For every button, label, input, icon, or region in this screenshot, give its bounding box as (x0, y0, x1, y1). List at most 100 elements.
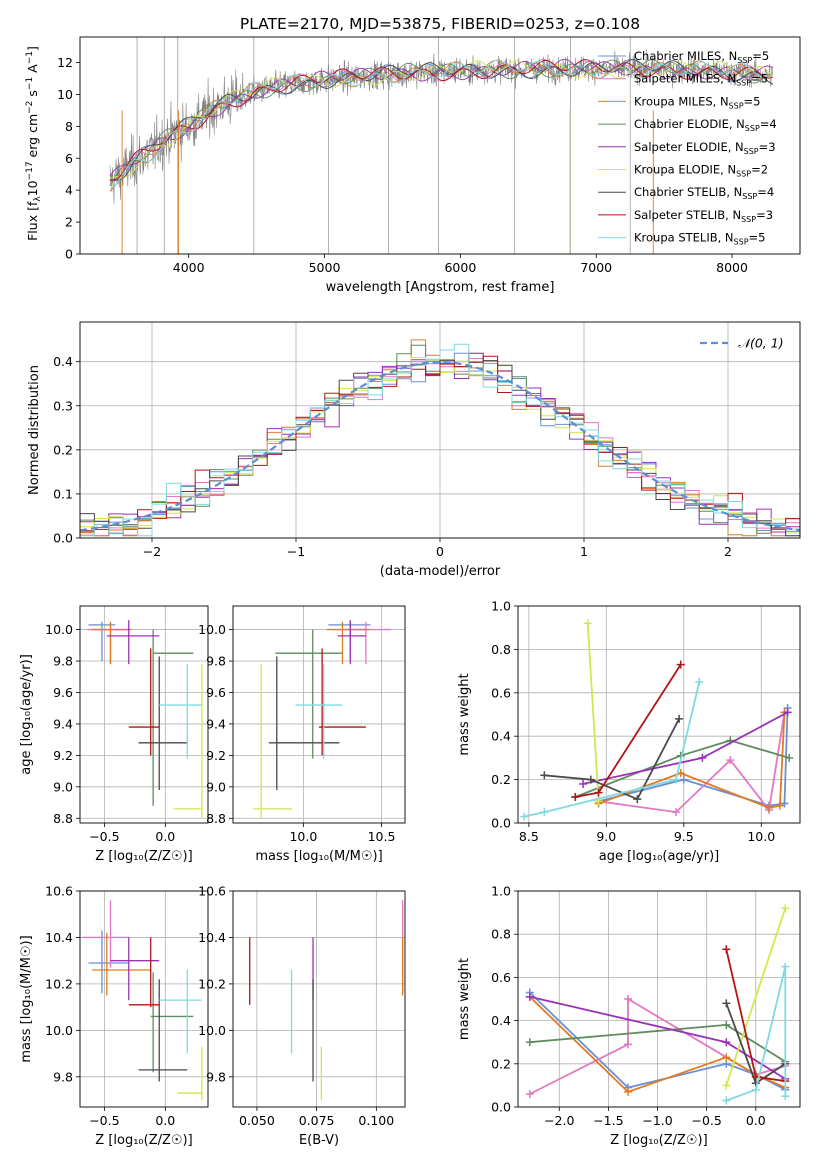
errorbar-point (319, 648, 366, 756)
model-series-line (109, 59, 774, 181)
plus-marker (722, 1081, 731, 1090)
y-tick-label: 0.8 (491, 927, 511, 942)
y-tick-label: 0.0 (491, 1100, 511, 1115)
y-tick-label: 10.0 (198, 1023, 226, 1038)
legend-entry-name: Chabrier STELIB, N (634, 185, 742, 199)
y-tick-label: 0.4 (53, 354, 73, 369)
legend-entry-sub: SSP (737, 56, 752, 65)
axes-frame (79, 321, 801, 539)
x-tick-label: 0.0 (746, 1113, 766, 1128)
y-axis-label-part: A (25, 64, 40, 77)
legend-entry: Kroupa ELODIE, NSSP=2 (634, 163, 768, 179)
x-tick-label: 6000 (444, 260, 476, 275)
x-tick-label: 10.5 (368, 829, 396, 844)
y-axis-label: mass weight (457, 673, 472, 755)
y-tick-label: 0.2 (53, 442, 73, 457)
age-vs-metallicity-panel: −0.5 0.0 8.8 9.0 9.2 9.4 9.6 9.8 10.0 Z [log₁₀(Z/… (19, 605, 209, 864)
y-axis-label-part: erg cm (25, 114, 40, 162)
mass-weight-vs-age-panel: 8.5 9.0 9.5 10.0 0.0 0.2 0.4 0.6 0.8 1.0 age [log₁… (457, 599, 801, 864)
errorbar-point (152, 629, 194, 806)
residuals-histogram-panel: −2 −1 0 1 2 0.0 0.1 0.2 0.3 0.4 (data-model)/error… (27, 321, 801, 579)
x-axis-label: wavelength [Angstrom, rest frame] (326, 280, 555, 295)
y-tick-label: 9.8 (206, 1069, 226, 1084)
plus-marker (726, 756, 735, 765)
y-tick-label: 2 (65, 215, 73, 230)
x-tick-label: −1.0 (642, 1113, 672, 1128)
y-tick-label: 9.8 (53, 654, 73, 669)
plus-marker (698, 753, 707, 762)
legend-entry-sub: SSP (745, 124, 760, 133)
y-tick-label: 10.6 (198, 884, 226, 899)
legend-entry-suffix: =5 (752, 49, 769, 63)
y-tick-label: 6 (65, 151, 73, 166)
y-tick-label: 0 (65, 247, 73, 262)
y-tick-label: 8 (65, 119, 73, 134)
x-tick-label: −1.5 (593, 1113, 623, 1128)
errorbar-point (173, 664, 203, 819)
axes-frame (79, 605, 209, 824)
plus-marker (775, 801, 784, 810)
y-tick-label: 9.0 (206, 779, 226, 794)
y-tick-label: 10.0 (45, 622, 73, 637)
plus-marker (679, 775, 688, 784)
plus-marker (722, 945, 731, 954)
mass-weight-vs-metallicity-panel: −2.0 −1.5 −1.0 −0.5 0.0 0.0 0.2 0.4 0.6 0.8 1.0 Z [… (457, 884, 801, 1148)
legend-entry-suffix: =2 (751, 163, 768, 177)
y-tick-label: 10.4 (198, 930, 226, 945)
plus-marker (594, 788, 603, 797)
y-tick-label: 0.2 (491, 1056, 511, 1071)
y-axis-label: Flux [fλ10−17 erg cm−2 s−1 A−1] (25, 46, 43, 241)
errorbar-point (159, 969, 202, 1054)
plus-marker (583, 619, 592, 628)
legend-entry: Salpeter ELODIE, NSSP=3 (634, 140, 776, 156)
y-tick-label: 10.0 (198, 622, 226, 637)
x-tick-label: 0.050 (239, 1113, 275, 1128)
x-axis-label: E(B-V) (299, 1133, 339, 1148)
weight-series-line (586, 623, 600, 802)
errorbar-point (92, 932, 151, 996)
axes-frame (232, 890, 406, 1108)
plus-marker (765, 803, 774, 812)
weight-series-line (574, 739, 790, 798)
y-axis-label-part: Flux [f (25, 201, 40, 241)
y-axis-label-part: −1 (25, 51, 35, 64)
errorbar-point (106, 620, 160, 665)
y-tick-label: 0.4 (491, 1013, 511, 1028)
plus-marker (722, 1020, 731, 1029)
mass-vs-metallicity-panel: −0.5 0.0 9.8 10.0 10.2 10.4 10.6 Z [log₁₀(Z/Z☉)… (19, 884, 209, 1148)
plus-marker (540, 808, 549, 817)
legend-entry-name: Kroupa STELIB, N (634, 231, 734, 245)
y-tick-label: 9.2 (206, 748, 226, 763)
legend-entry: Chabrier STELIB, NSSP=4 (634, 185, 774, 201)
legend-entry: Salpeter STELIB, NSSP=3 (634, 208, 773, 224)
errorbar-point (128, 648, 160, 756)
legend-entry-name: Kroupa MILES, N (634, 94, 729, 108)
plus-marker (571, 792, 580, 801)
legend-entry-sub: SSP (736, 79, 751, 88)
x-tick-label: 10.0 (747, 829, 775, 844)
weight-series-line (524, 681, 701, 818)
y-axis-label: Normed distribution (27, 365, 42, 495)
y-axis-label-part: −17 (25, 161, 35, 180)
y-tick-label: 9.8 (53, 1069, 73, 1084)
y-tick-label: 1.0 (491, 884, 511, 899)
y-tick-label: 9.6 (53, 685, 73, 700)
x-tick-label: 4000 (173, 260, 205, 275)
legend-entry-suffix: =3 (756, 208, 773, 222)
legend-entry-sub: SSP (736, 170, 751, 179)
y-tick-label: 0.1 (53, 486, 73, 501)
x-axis-label: Z [log₁₀(Z/Z☉)] (610, 1133, 707, 1148)
x-tick-label: 5000 (309, 260, 341, 275)
x-axis-label: Z [log₁₀(Z/Z☉)] (95, 1133, 192, 1148)
legend-entry-name: Salpeter STELIB, N (634, 208, 741, 222)
errorbar-point (275, 629, 343, 759)
y-tick-label: 10.2 (198, 976, 226, 991)
errorbar-point (159, 664, 202, 759)
axes-frame (79, 890, 209, 1108)
axes-frame (517, 605, 801, 824)
y-tick-label: 0.8 (491, 642, 511, 657)
x-tick-label: 9.0 (596, 829, 616, 844)
errorbar-point (92, 621, 132, 665)
model-series-line (109, 60, 774, 180)
plus-marker (525, 1090, 534, 1099)
